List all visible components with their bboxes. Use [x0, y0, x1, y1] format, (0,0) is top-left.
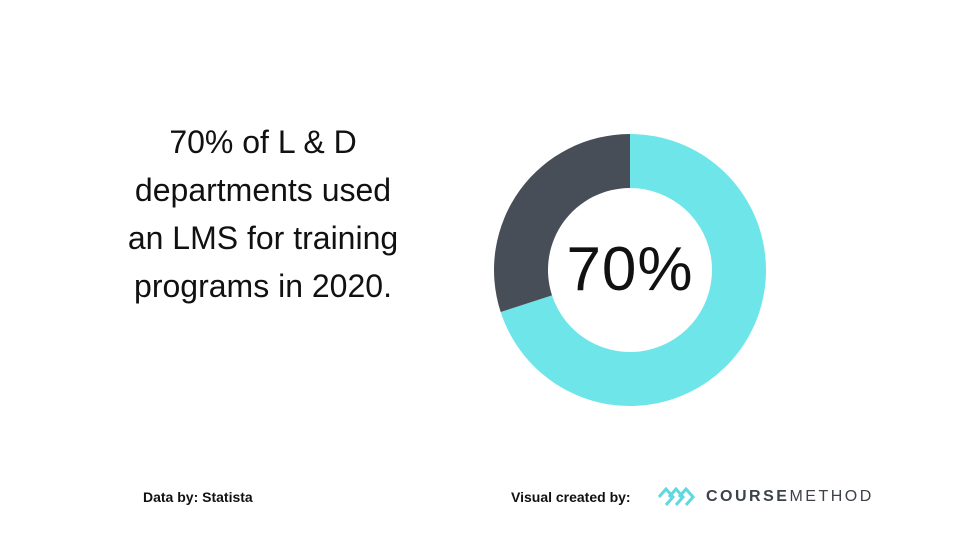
donut-center-label: 70%	[566, 235, 694, 304]
coursemethod-logo-icon	[657, 486, 695, 506]
visual-credit-label: Visual created by:	[511, 489, 631, 505]
donut-slice-1	[494, 134, 630, 313]
coursemethod-logo: COURSEMETHOD	[656, 484, 874, 510]
data-source-label: Data by: Statista	[143, 489, 253, 505]
logo-word-method: METHOD	[789, 488, 874, 505]
logo-wordmark: COURSEMETHOD	[706, 488, 874, 506]
donut-slice-0	[500, 134, 766, 406]
donut-chart	[494, 134, 766, 406]
logo-word-course: COURSE	[706, 488, 790, 505]
statistic-statement: 70% of L & D departments used an LMS for…	[127, 124, 399, 304]
